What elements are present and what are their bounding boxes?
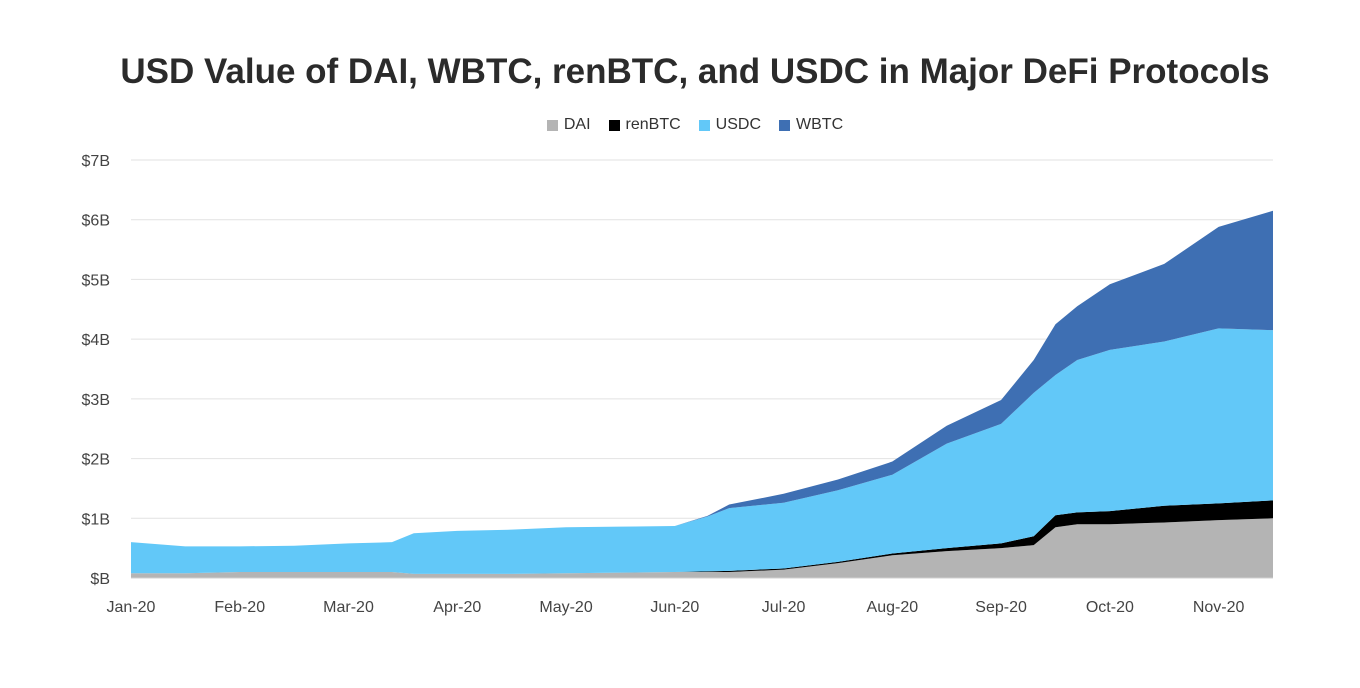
- x-tick-label: Feb-20: [214, 599, 265, 616]
- chart-legend: DAI renBTC USDC WBTC: [0, 116, 1360, 134]
- legend-swatch-wbtc: [779, 119, 791, 131]
- y-tick-label: $2B: [82, 452, 110, 469]
- y-tick-label: $5B: [82, 272, 110, 289]
- x-tick-label: Aug-20: [867, 599, 919, 616]
- legend-swatch-dai: [546, 119, 558, 131]
- x-tick-label: Apr-20: [433, 599, 481, 616]
- y-tick-label: $3B: [82, 392, 110, 409]
- x-tick-label: Mar-20: [323, 599, 374, 616]
- x-tick-label: Oct-20: [1086, 599, 1134, 616]
- area-renbtc: [131, 500, 1273, 574]
- chart-title: USD Value of DAI, WBTC, renBTC, and USDC…: [120, 52, 1270, 91]
- legend-swatch-renbtc: [608, 119, 620, 131]
- x-tick-label: Nov-20: [1193, 599, 1245, 616]
- x-tick-label: Jan-20: [107, 599, 156, 616]
- legend-item-renbtc: renBTC: [608, 116, 681, 134]
- legend-swatch-usdc: [698, 119, 710, 131]
- legend-label-dai: DAI: [563, 116, 591, 133]
- area-usdc: [131, 328, 1273, 574]
- area-dai: [131, 518, 1273, 578]
- y-tick-label: $4B: [82, 332, 110, 349]
- y-tick-label: $B: [90, 571, 110, 588]
- legend-label-wbtc: WBTC: [796, 116, 844, 133]
- area-wbtc: [131, 210, 1273, 547]
- legend-label-renbtc: renBTC: [625, 116, 681, 133]
- x-tick-label: Sep-20: [975, 599, 1027, 616]
- y-tick-label: $7B: [82, 153, 110, 170]
- x-tick-label: Jun-20: [650, 599, 699, 616]
- x-tick-label: May-20: [539, 599, 592, 616]
- x-tick-label: Jul-20: [762, 599, 806, 616]
- legend-item-usdc: USDC: [698, 116, 762, 134]
- legend-item-wbtc: WBTC: [779, 116, 843, 134]
- legend-item-dai: DAI: [546, 116, 591, 134]
- y-tick-label: $1B: [82, 511, 110, 528]
- legend-label-usdc: USDC: [715, 116, 762, 133]
- y-tick-label: $6B: [82, 213, 110, 230]
